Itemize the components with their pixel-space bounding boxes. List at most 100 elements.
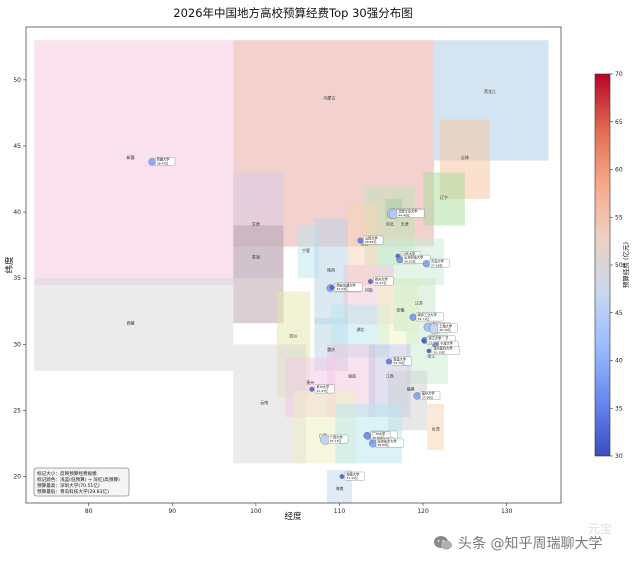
point-label-name: 山东科技大学 [404,255,423,260]
x-tick-label: 80 [85,508,93,515]
colorbar-tick-label: 50 [615,262,623,269]
colorbar-tick-label: 30 [615,453,623,460]
point-label-box [415,312,444,322]
point-label-name: 深圳技术大学 [377,438,396,443]
annotation-line: 标记大小：反映预算经费规模 [37,470,97,477]
point-label-value: 36.02亿 [404,258,416,263]
point-marker [339,474,345,479]
point-label-box [437,323,458,333]
point-marker [422,260,431,268]
x-tick-label: 100 [250,508,262,515]
region-label: 吉林 [461,154,469,160]
annotation-box-frame [33,467,130,497]
point-label-name: 广西大学 [330,434,343,439]
x-axis-label: 经度 [284,511,302,522]
point-label-value: 31.54亿 [336,286,348,291]
point-label-box [363,235,384,245]
point-label-value: 30.15亿 [433,350,445,355]
point-label-value: 31.14亿 [346,475,358,480]
region-西藏 [34,278,234,371]
y-axis-label: 纬度 [4,256,15,274]
watermark-text: 头条 @知乎周瑞聊大学 [458,536,603,552]
region-label: 湖南 [348,372,356,378]
point-label-box [375,438,404,448]
region-label: 重庆 [327,346,335,352]
y-tick-label: 25 [13,407,21,414]
point-label-name: 南京工业大学 [418,312,437,317]
colorbar-tick-label: 45 [615,310,623,317]
region-label: 云南 [260,399,268,405]
point-marker [329,285,335,290]
region-台湾 [427,403,444,451]
region-label: 湖北 [356,326,364,332]
x-tick-label: 110 [334,508,346,515]
point-label-value: 33.79亿 [393,360,405,365]
point-label-value: 38.89亿 [377,442,389,447]
annotation-line: 标记颜色：浅蓝(低预算) → 深红(高预算) [37,476,120,483]
region-label: 新疆 [126,154,134,160]
colorbar-bar [594,73,611,457]
point-label-value: 31.05亿 [428,339,440,344]
region-label: 黑龙江 [484,88,496,94]
point-marker [385,358,392,365]
point-label-box [431,346,460,355]
point-marker [367,279,373,284]
point-label-box [373,276,394,286]
point-label-name: 贵州大学 [316,384,329,389]
colorbar: 30 35 40 45 50 55 60 65 70 预算经费 (亿元) [594,71,630,460]
region-新疆 [34,40,234,285]
annotation-line: 预算最低：青岛科技大学(29.83亿) [37,488,109,495]
point-label-value: 31.47亿 [316,388,328,393]
y-tick-label: 45 [13,143,21,150]
y-tick-label: 35 [13,275,21,282]
watermark-faint-text: 元宝 [588,522,613,536]
plot-frame [25,26,562,504]
point-label-name: 浙江大学 [428,336,441,341]
region-label: 江苏 [415,300,423,306]
point-label-value: 46.49亿 [439,327,451,332]
colorbar-tick-label: 60 [615,167,623,174]
point-label-name: 青岛大学 [431,258,444,263]
point-label-box [334,282,363,292]
point-label-name: 上海大学 [439,323,452,328]
point-label-box [429,258,450,268]
point-label-value: 37.28亿 [431,262,443,267]
point-marker [357,237,364,244]
point-label-value: 37.86亿 [422,395,434,400]
point-label-name: 山西大学 [365,235,378,240]
point-label-name: 海南大学 [346,471,359,476]
point-label-name: 宁波大学 [440,340,453,345]
region-label: 陕西 [327,267,335,273]
point-label-box [328,434,349,444]
point-label-name: 温州医科大学 [433,346,452,351]
region-label: 辽宁 [440,194,448,200]
region-label: 宁夏 [302,247,310,253]
point-label-name: 北京工业大学 [398,209,417,214]
colorbar-tick-label: 40 [615,358,623,365]
annotation-line: 预算最高：深圳大学(70.51亿) [37,482,100,489]
point-label-name: 西安交通大学 [336,282,355,287]
point-label-name: 福州大学 [422,391,435,396]
x-tick-label: 120 [417,508,429,515]
point-marker [413,392,421,400]
point-label-value: 36.71亿 [418,316,430,321]
region-label: 甘肃 [252,220,260,226]
region-label: 青海 [252,253,260,259]
point-marker [309,386,315,392]
point-label-name: 南昌大学 [393,356,406,361]
point-marker [421,338,427,344]
region-label: 四川 [290,334,298,339]
point-label-box [314,384,335,394]
point-marker [426,348,432,354]
